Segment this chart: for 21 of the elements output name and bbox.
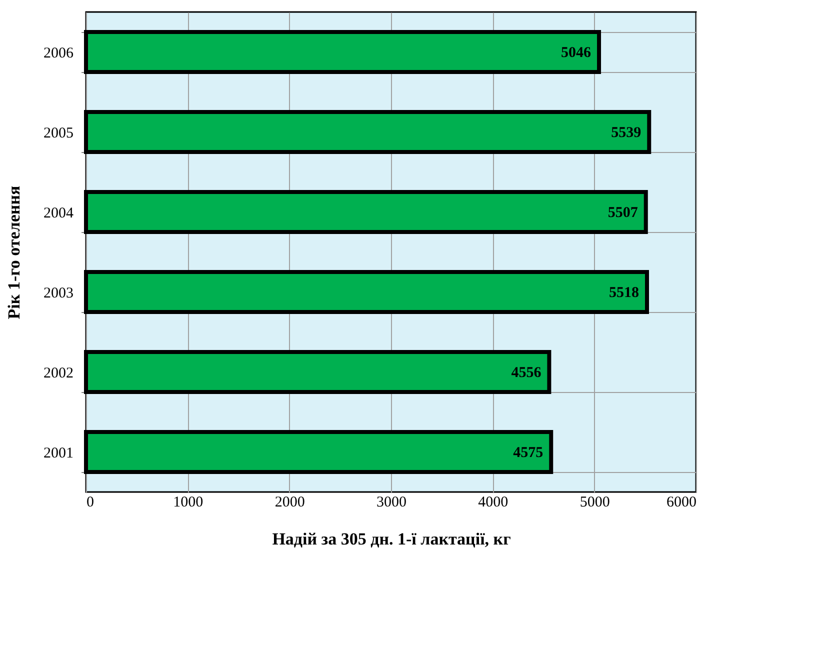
x-tick-label: 0 xyxy=(86,494,94,510)
data-label: 5046 xyxy=(561,45,592,61)
y-tick-label: 2004 xyxy=(44,206,74,222)
data-label: 5518 xyxy=(608,285,639,301)
x-tick-label: 1000 xyxy=(173,494,204,510)
data-label: 4575 xyxy=(513,445,544,461)
y-tick-label: 2001 xyxy=(44,446,74,462)
y-axis-title: Рік 1-го отелення xyxy=(4,186,24,320)
x-tick-label: 3000 xyxy=(376,494,406,510)
x-tick-label: 4000 xyxy=(478,494,508,510)
data-label: 5539 xyxy=(611,125,642,141)
x-tick-label: 2000 xyxy=(274,494,305,510)
x-tick-label: 5000 xyxy=(580,494,610,510)
data-label: 5507 xyxy=(608,205,638,221)
data-label: 4556 xyxy=(511,365,542,381)
x-tick-label: 6000 xyxy=(666,494,696,510)
y-tick-label: 2005 xyxy=(44,126,74,142)
y-tick-label: 2002 xyxy=(44,366,74,382)
x-axis-title: Надій за 305 дн. 1-ї лактації, кг xyxy=(272,530,512,548)
y-tick-label: 2003 xyxy=(44,286,74,302)
y-tick-label: 2006 xyxy=(44,46,74,62)
